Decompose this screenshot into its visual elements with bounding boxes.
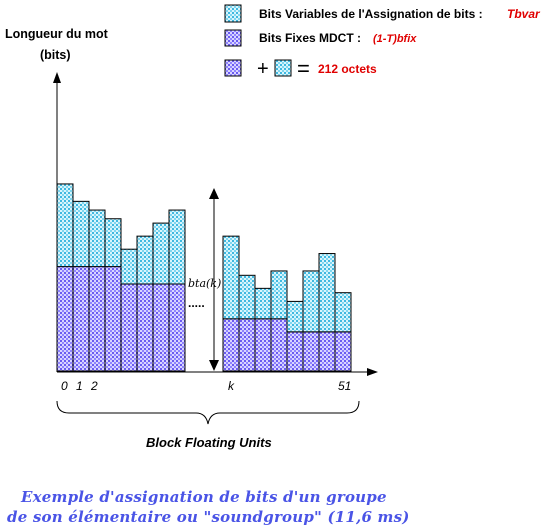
x-tick-0: 0 [61,379,68,393]
legend-sum-swatch-fixed [224,59,242,77]
bar-variable-right-4 [286,300,304,333]
bar-fixed-right-3 [270,318,288,372]
bar-fixed-right-2 [254,318,272,372]
axes [53,72,378,376]
legend-plus-sign: + [257,58,269,80]
x-tick-k: k [228,379,235,393]
x-axis-arrow [367,368,378,376]
legend-equals-sign: = [297,56,310,81]
bta-dots: ..... [188,296,205,310]
legend-swatch-fixed [224,29,242,47]
bar-variable-right-1 [238,274,256,320]
bar-variable-left-7 [168,209,186,285]
legend-total: 212 octets [318,62,377,76]
bar-variable-right-3 [270,270,288,320]
bar-variable-left-6 [152,222,170,285]
legend-sum-swatch-variable [274,59,292,77]
bar-fixed-left-0 [56,266,74,372]
block-floating-units-brace [56,400,360,425]
bar-variable-left-3 [104,218,122,268]
bar-variable-right-0 [222,235,240,320]
bar-fixed-left-7 [168,283,186,372]
bta-label: bta(k) [188,277,221,290]
legend-fixed-formula: (1-T)bfix [373,33,417,45]
bar-fixed-left-2 [88,266,106,372]
bar-fixed-left-1 [72,266,90,372]
caption-line1: Exemple d'assignation de bits d'un group… [20,488,387,506]
x-axis-title: Block Floating Units [146,435,272,450]
legend: Bits Variables de l'Assignation de bits … [224,4,541,81]
bar-variable-right-2 [254,287,272,320]
bar-fixed-right-6 [318,331,336,372]
legend-variable-formula: Tbvar [507,7,541,21]
bar-variable-left-0 [56,183,74,268]
y-axis-title-line1: Longueur du mot [5,27,109,41]
bar-fixed-right-5 [302,331,320,372]
bar-variable-left-2 [88,209,106,268]
x-tick-51: 51 [338,379,351,393]
legend-fixed-label: Bits Fixes MDCT : [259,31,361,45]
legend-variable-label: Bits Variables de l'Assignation de bits … [259,7,483,21]
bar-variable-left-4 [120,248,138,285]
bar-fixed-left-3 [104,266,122,372]
bar-fixed-right-4 [286,331,304,372]
bar-fixed-right-7 [334,331,352,372]
bar-fixed-right-0 [222,318,240,372]
y-axis-arrow [53,72,61,83]
bar-variable-right-7 [334,292,352,333]
y-axis-title-line2: (bits) [40,48,71,62]
bars [56,183,352,372]
bta-arrow-top [209,188,219,199]
bta-arrow-bottom [209,360,219,371]
bar-fixed-right-1 [238,318,256,372]
bar-variable-left-5 [136,235,154,285]
x-tick-labels: 0 1 2 k 51 [61,379,351,393]
caption-line2: de son élémentaire ou "soundgroup" (11,6… [7,508,410,526]
bar-variable-right-6 [318,253,336,333]
bar-fixed-left-4 [120,283,138,372]
bar-variable-left-1 [72,200,90,268]
bar-variable-right-5 [302,270,320,333]
bar-fixed-left-6 [152,283,170,372]
x-tick-1: 1 [76,379,83,393]
x-tick-2: 2 [90,379,98,393]
bar-fixed-left-5 [136,283,154,372]
bta-annotation: bta(k) ..... [188,188,221,371]
legend-swatch-variable [224,4,242,23]
